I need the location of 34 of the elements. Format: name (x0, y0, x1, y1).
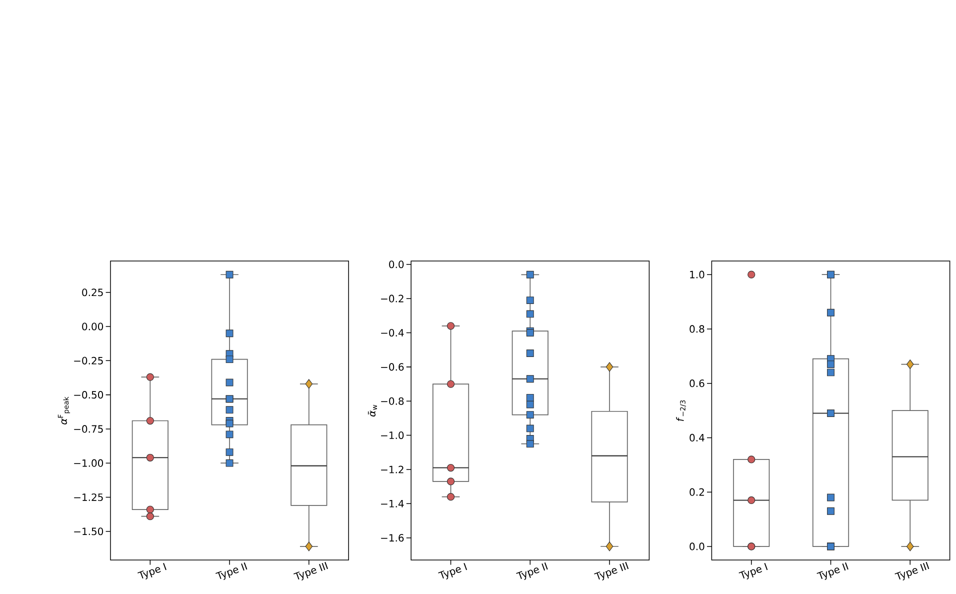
y-tick-label: −0.25 (74, 356, 103, 364)
y-tick-label: −0.4 (381, 328, 404, 336)
y-tick-label: 0.0 (690, 542, 704, 550)
y-tick-label: −0.8 (381, 397, 404, 405)
y-axis-title: f$_{−2/3}$ (676, 400, 686, 421)
x-tick-label: Type I (438, 562, 468, 580)
y-tick-label: −0.50 (74, 390, 104, 398)
y-tick-label: 0.8 (690, 324, 704, 333)
x-tick-label: Type II (516, 562, 548, 580)
y-tick-label: −1.25 (74, 493, 103, 501)
x-tick-label: Type II (816, 562, 848, 580)
x-tick-label: Type II (215, 562, 248, 580)
y-tick-label: −1.0 (381, 431, 404, 439)
y-tick-label: −0.6 (381, 362, 404, 371)
y-tick-label: 0.00 (82, 322, 104, 330)
y-tick-label: −0.2 (381, 294, 404, 302)
y-tick-label: −1.2 (381, 466, 404, 474)
x-tick-label: Type I (138, 562, 166, 580)
x-tick-label: Type III (594, 562, 629, 580)
y-tick-label: 1.0 (690, 270, 704, 278)
y-tick-label: 0.2 (690, 488, 704, 496)
x-tick-label: Type III (894, 562, 930, 580)
y-tick-label: −0.75 (74, 424, 103, 433)
x-tick-label: Type III (293, 562, 328, 580)
y-tick-label: −1.4 (381, 500, 404, 508)
y-tick-label: −1.50 (74, 527, 104, 535)
y-tick-label: −1.6 (381, 534, 404, 542)
y-tick-label: 0.25 (82, 288, 103, 296)
y-axis-title: ᾱ$_{w}$ (368, 404, 377, 416)
y-tick-label: 0.6 (690, 379, 704, 387)
y-tick-label: 0.0 (389, 260, 404, 268)
y-tick-label: −1.00 (74, 459, 104, 467)
y-tick-label: 0.4 (690, 434, 704, 442)
x-tick-label: Type I (738, 562, 768, 580)
